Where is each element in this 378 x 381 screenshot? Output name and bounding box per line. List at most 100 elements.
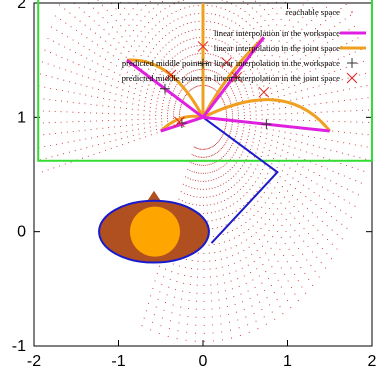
reachable-dot bbox=[219, 149, 221, 151]
reachable-dot bbox=[249, 218, 251, 220]
reachable-dot bbox=[246, 211, 248, 213]
reachable-dot bbox=[255, 114, 257, 116]
reachable-dot bbox=[220, 201, 222, 203]
reachable-dot bbox=[320, 65, 322, 68]
reachable-dot bbox=[255, 232, 257, 234]
reachable-dot bbox=[273, 158, 275, 160]
reachable-dot bbox=[287, 152, 289, 154]
reachable-dot bbox=[243, 308, 245, 311]
reachable-dot bbox=[332, 101, 334, 103]
reachable-dot bbox=[150, 329, 152, 331]
reachable-dot bbox=[337, 100, 340, 102]
reachable-dot bbox=[222, 174, 225, 176]
robot-head bbox=[129, 206, 180, 257]
reachable-dot bbox=[194, 187, 196, 190]
reachable-dot bbox=[220, 184, 222, 186]
reachable-dot bbox=[114, 133, 116, 135]
reachable-dot bbox=[242, 151, 244, 153]
reachable-dot bbox=[185, 95, 187, 97]
reachable-dot bbox=[240, 139, 242, 141]
reachable-dot bbox=[215, 267, 217, 269]
reachable-dot bbox=[228, 149, 230, 151]
reachable-dot bbox=[268, 229, 270, 231]
reachable-dot bbox=[158, 94, 160, 96]
reachable-dot bbox=[169, 97, 172, 99]
reachable-dot bbox=[292, 78, 294, 80]
reachable-dot bbox=[125, 113, 127, 115]
reachable-dot bbox=[222, 156, 224, 158]
reachable-dot bbox=[298, 156, 300, 158]
reachable-dot bbox=[172, 113, 175, 115]
reachable-dot bbox=[246, 77, 249, 79]
reachable-dot bbox=[119, 125, 122, 127]
reachable-dot bbox=[243, 232, 245, 234]
reachable-dot bbox=[243, 162, 245, 164]
reachable-dot bbox=[178, 114, 180, 116]
reachable-dot bbox=[125, 119, 127, 121]
reachable-dot bbox=[152, 7, 154, 9]
reachable-dot bbox=[267, 154, 269, 156]
y-tick-label: 0 bbox=[17, 224, 26, 241]
reachable-dot bbox=[141, 40, 143, 42]
reachable-dot bbox=[175, 86, 177, 88]
reachable-dot bbox=[155, 14, 158, 16]
reachable-dot bbox=[305, 177, 307, 179]
reachable-dot bbox=[225, 181, 227, 183]
reachable-dot bbox=[301, 142, 303, 144]
reachable-dot bbox=[273, 292, 275, 294]
reachable-dot bbox=[241, 176, 243, 178]
reachable-dot bbox=[137, 35, 139, 37]
reachable-dot bbox=[132, 74, 134, 76]
reachable-dot bbox=[236, 130, 238, 132]
reachable-dot bbox=[83, 66, 86, 68]
reachable-dot bbox=[158, 332, 160, 335]
reachable-dot bbox=[99, 151, 101, 153]
reachable-dot bbox=[178, 322, 180, 324]
reachable-dot bbox=[228, 179, 230, 181]
reachable-dot bbox=[321, 166, 323, 168]
reachable-dot bbox=[286, 58, 288, 60]
reachable-dot bbox=[219, 138, 222, 140]
reachable-dot bbox=[154, 280, 156, 282]
reachable-dot bbox=[316, 183, 318, 185]
reachable-dot bbox=[167, 112, 169, 114]
reachable-dot bbox=[266, 297, 268, 299]
reachable-dot bbox=[233, 203, 235, 205]
reachable-dot bbox=[257, 328, 259, 330]
reachable-dot bbox=[120, 131, 122, 134]
reachable-dot bbox=[228, 96, 230, 98]
reachable-dot bbox=[102, 97, 104, 99]
reachable-dot bbox=[217, 141, 219, 144]
reachable-dot bbox=[179, 91, 181, 93]
reachable-dot bbox=[177, 35, 180, 37]
reachable-dot bbox=[184, 66, 186, 68]
reachable-dot bbox=[350, 121, 352, 123]
reachable-dot bbox=[230, 88, 233, 90]
reachable-dot bbox=[155, 128, 158, 131]
reachable-dot bbox=[314, 270, 316, 272]
reachable-dot bbox=[364, 72, 366, 74]
reachable-dot bbox=[165, 76, 168, 78]
reachable-dot bbox=[177, 53, 179, 55]
reachable-dot bbox=[294, 44, 296, 46]
reachable-dot bbox=[254, 0, 256, 2]
reachable-dot bbox=[205, 28, 208, 30]
reachable-dot bbox=[102, 4, 104, 6]
reachable-dot bbox=[144, 15, 146, 17]
reachable-dot bbox=[362, 121, 364, 123]
reachable-dot bbox=[225, 91, 227, 93]
reachable-dot bbox=[132, 8, 134, 10]
reachable-dot bbox=[188, 81, 190, 83]
robot-arm-link bbox=[202, 116, 279, 244]
reachable-dot bbox=[130, 45, 133, 47]
reachable-dot bbox=[205, 172, 207, 174]
reachable-dot bbox=[271, 29, 273, 31]
reachable-dot bbox=[274, 272, 276, 275]
reachable-dot bbox=[308, 188, 310, 190]
reachable-dot bbox=[68, 81, 71, 83]
reachable-dot bbox=[266, 187, 268, 189]
reachable-dot bbox=[218, 177, 220, 179]
reachable-dot bbox=[140, 9, 142, 11]
reachable-dot bbox=[198, 28, 200, 30]
reachable-dot bbox=[239, 188, 241, 190]
